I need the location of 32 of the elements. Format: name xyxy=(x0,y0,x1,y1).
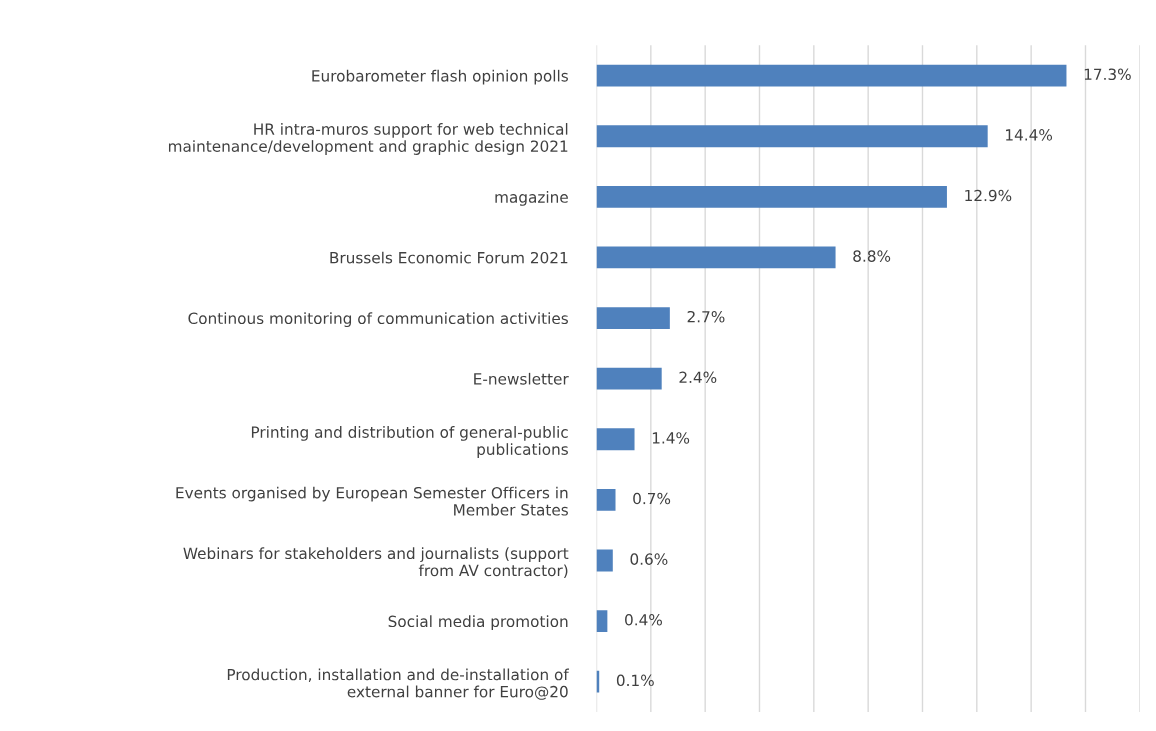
data-label: 12.9% xyxy=(965,189,1012,202)
data-label: 0.1% xyxy=(616,674,654,687)
data-label: 0.4% xyxy=(625,613,662,626)
data-label: 1.4% xyxy=(652,432,690,444)
data-label: 8.8% xyxy=(853,250,891,262)
bar xyxy=(596,64,1067,87)
bar xyxy=(596,125,988,148)
y-tick-label: HR intra-muros support for web technical maintenance/development and graphic design 2021 xyxy=(168,123,568,155)
data-label: 0.6% xyxy=(630,553,668,565)
y-tick-label: Production, installation and de-installation of external banner for Euro@20 xyxy=(227,668,570,700)
y-tick-label: magazine xyxy=(495,191,568,206)
y-tick-label: Events organised by European Semester Officers in Member States xyxy=(176,486,568,516)
bar xyxy=(596,549,613,572)
y-tick-label: E-newsletter xyxy=(474,372,569,385)
bar xyxy=(596,488,616,511)
data-label: 2.7% xyxy=(687,310,725,323)
bar xyxy=(596,367,662,390)
data-label: 17.3% xyxy=(1084,68,1131,81)
bar xyxy=(596,246,836,269)
bar xyxy=(596,185,947,208)
y-tick-label: Printing and distribution of general-public publications xyxy=(251,426,568,458)
y-tick-label: Social media promotion xyxy=(388,615,568,631)
data-label: 2.4% xyxy=(679,371,717,384)
y-tick-label: Continous monitoring of communication activities xyxy=(188,312,568,328)
bar xyxy=(596,428,635,451)
bar xyxy=(596,307,670,329)
data-label: 0.7% xyxy=(633,492,671,505)
y-tick-label: Webinars for stakeholders and journalists (support from AV contractor) xyxy=(183,547,569,579)
data-label: 14.4% xyxy=(1006,129,1053,141)
y-tick-label: Brussels Economic Forum 2021 xyxy=(330,251,568,264)
bar xyxy=(596,610,608,632)
y-tick-label: Eurobarometer flash opinion polls xyxy=(312,69,568,85)
